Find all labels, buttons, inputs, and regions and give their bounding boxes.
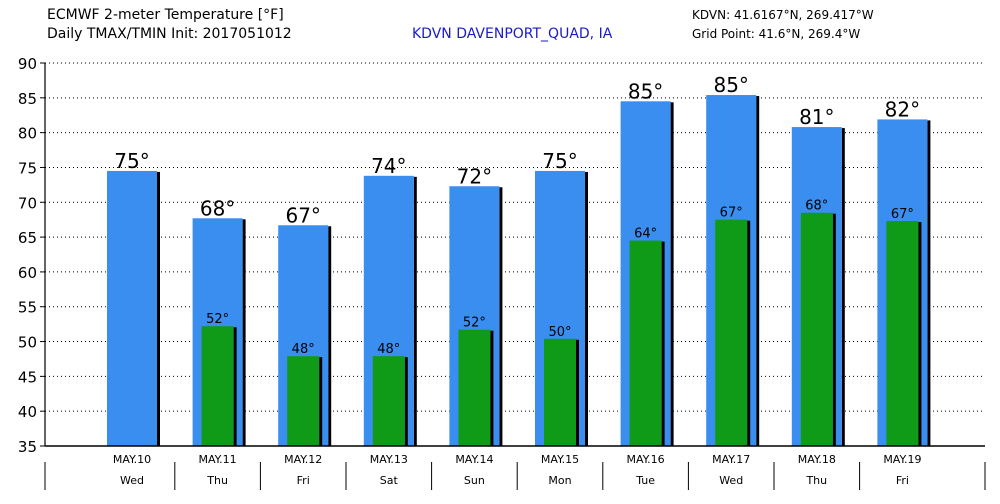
x-tick-label-date: MAY.13 [370, 453, 408, 466]
grid-point-coords: Grid Point: 41.6°N, 269.4°W [692, 27, 860, 41]
x-tick-label-date: MAY.16 [627, 453, 665, 466]
tmax-label: 72° [457, 164, 492, 188]
x-tick-label-weekday: Fri [297, 474, 310, 487]
y-tick-label: 70 [18, 194, 37, 212]
y-tick-label: 35 [18, 438, 37, 456]
tmax-label: 82° [885, 97, 920, 121]
y-tick-label: 40 [18, 403, 37, 421]
x-tick-label-date: MAY.18 [798, 453, 836, 466]
x-tick-label-weekday: Mon [548, 474, 571, 487]
axes: 35 40 45 50 55 60 65 70 75 80 85 90 MAY.10 Wed MAY.11 T… [18, 55, 986, 490]
tmin-bar-shadow [918, 222, 922, 446]
tmin-label: 67° [891, 207, 914, 222]
tmax-label: 81° [799, 105, 834, 129]
tmin-bar [715, 219, 748, 446]
y-tick-label: 90 [18, 55, 37, 73]
chart-title: ECMWF 2-meter Temperature [°F] [47, 7, 284, 23]
y-tick-label: 50 [18, 334, 37, 352]
y-tick-label: 80 [18, 125, 37, 143]
tmax-label: 75° [542, 149, 577, 173]
tmin-bar [886, 221, 919, 446]
y-tick-label: 55 [18, 299, 37, 317]
tmin-bar-shadow [832, 213, 836, 446]
tmin-bar-shadow [576, 339, 579, 446]
tmin-bar-shadow [747, 220, 751, 446]
data-labels: 75° 68° 52° 67° 48° 74° 48° 72° 52° 75° 50° 85° 64° 8… [114, 73, 920, 357]
tmin-label: 52° [206, 312, 229, 327]
tmax-bar-shadow [157, 171, 160, 446]
tmin-bar [287, 356, 320, 446]
tmax-bar-shadow [756, 96, 760, 447]
bars [107, 95, 931, 447]
tmax-label: 85° [628, 79, 663, 103]
tmin-bar [372, 356, 405, 446]
tmax-bar-shadow [328, 226, 332, 446]
x-tick-label-date: MAY.12 [284, 453, 322, 466]
tmin-label: 52° [463, 316, 486, 331]
tmax-label: 68° [200, 196, 235, 220]
tmin-label: 48° [377, 342, 400, 357]
tmin-label: 64° [634, 227, 657, 242]
tmin-bar [544, 338, 576, 446]
tmax-bar-shadow [413, 176, 417, 446]
station-name: KDVN DAVENPORT_QUAD, IA [412, 26, 613, 42]
x-tick-label-weekday: Thu [206, 474, 228, 487]
tmin-label: 68° [805, 199, 828, 214]
tmin-bar-shadow [233, 327, 237, 446]
tmax-label: 74° [371, 154, 406, 178]
tmax-bar-shadow [499, 187, 503, 447]
x-tick-label-weekday: Tue [635, 474, 655, 487]
tmin-label: 67° [720, 206, 743, 221]
tmax-bar-shadow [670, 102, 674, 447]
x-tick-label-weekday: Wed [719, 474, 743, 487]
x-tick-label-weekday: Sun [464, 474, 485, 487]
y-tick-label: 45 [18, 368, 37, 386]
y-tick-label: 60 [18, 264, 37, 282]
tmin-bar-shadow [661, 241, 665, 446]
x-tick-label-date: MAY.15 [541, 453, 579, 466]
tmin-bar [458, 329, 491, 446]
tmin-bar-shadow [404, 357, 408, 446]
tmin-bar-shadow [490, 330, 494, 446]
x-tick-label-date: MAY.11 [199, 453, 237, 466]
x-tick-label-weekday: Sat [380, 474, 399, 487]
tmin-bar [629, 240, 662, 446]
tmax-bar-shadow [841, 128, 845, 446]
x-tick-label-weekday: Thu [805, 474, 827, 487]
x-tick-label-weekday: Wed [120, 474, 144, 487]
tmin-bar [201, 326, 234, 446]
tmin-bar-shadow [319, 357, 323, 446]
tmin-label: 50° [548, 325, 571, 340]
y-tick-label: 75 [18, 159, 37, 177]
x-tick-label-date: MAY.14 [455, 453, 493, 466]
tmin-label: 48° [292, 342, 315, 357]
y-tick-label: 85 [18, 90, 37, 108]
tmax-label: 85° [713, 73, 748, 97]
x-tick-label-date: MAY.10 [113, 453, 151, 466]
tmax-label: 75° [114, 149, 149, 173]
tmax-bar-shadow [585, 171, 588, 446]
y-tick-label: 65 [18, 229, 37, 247]
x-tick-label-weekday: Fri [896, 474, 909, 487]
chart-subtitle: Daily TMAX/TMIN Init: 2017051012 [47, 26, 292, 42]
x-tick-label-date: MAY.19 [883, 453, 921, 466]
tmax-bar [107, 170, 157, 446]
station-coords: KDVN: 41.6167°N, 269.417°W [692, 8, 874, 22]
tmax-bar-shadow [242, 219, 246, 446]
tmax-label: 67° [285, 203, 320, 227]
tmin-bar [800, 212, 833, 446]
x-tick-label-date: MAY.17 [712, 453, 750, 466]
tmax-bar-shadow [927, 120, 931, 446]
